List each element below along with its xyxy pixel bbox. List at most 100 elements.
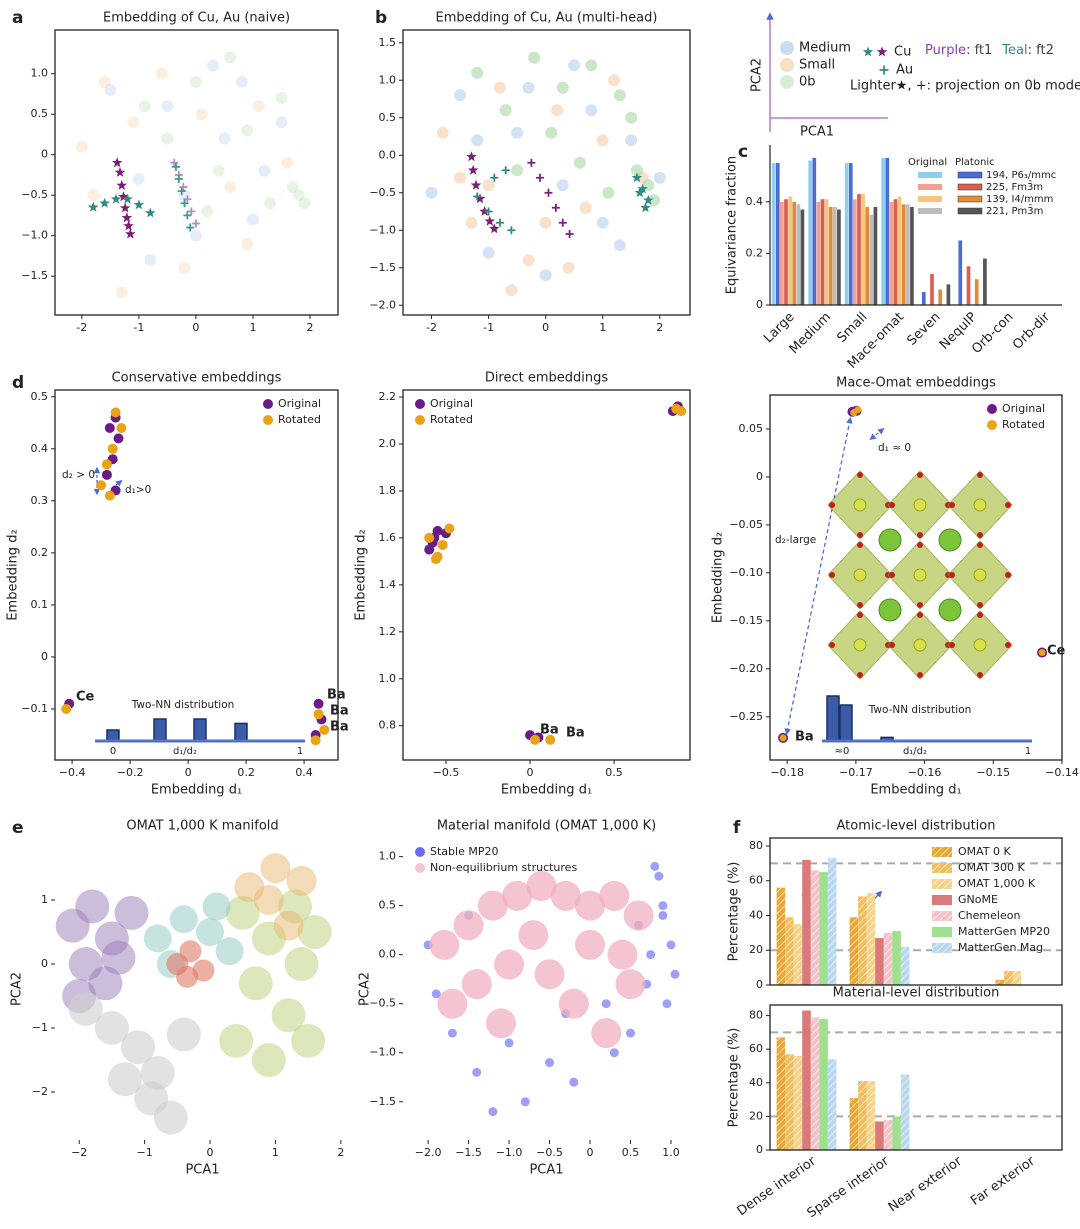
circle-marker (241, 124, 254, 137)
x-tick-label: −0.18 (770, 766, 804, 779)
circle-marker (153, 1100, 188, 1135)
y-tick-label: 1.0 (379, 73, 397, 86)
atom-o (1005, 642, 1011, 648)
legend-swatch (918, 208, 942, 214)
x-tick-label: Orb-dir (1010, 309, 1053, 352)
y-tick-label: 60 (749, 1042, 763, 1055)
x-tick-label: Far exterior (968, 1153, 1038, 1208)
circle-marker (189, 75, 202, 88)
circle-marker (1038, 649, 1046, 657)
circle-marker (482, 179, 495, 192)
circle-marker (319, 724, 330, 735)
circle-marker (522, 254, 535, 267)
circle-marker (545, 1058, 555, 1068)
circle-marker (585, 104, 598, 117)
atom-o (857, 602, 863, 608)
circle-marker (666, 940, 676, 950)
circle-marker (444, 523, 455, 534)
x-tick-label: −1.5 (455, 1146, 482, 1159)
circle-marker (780, 58, 794, 72)
y-tick-label: 1.2 (379, 625, 397, 638)
legend-label: Original (430, 397, 473, 410)
circle-marker (670, 969, 680, 979)
chart-title: Mace-Omat embeddings (836, 376, 996, 391)
legend-label: 225, Fm3̄m (986, 180, 1043, 193)
plus-marker (484, 207, 493, 216)
bar-hatch (1012, 971, 1022, 985)
plot-frame (54, 389, 339, 761)
circle-marker (607, 939, 638, 970)
annotation: Ce (1047, 644, 1066, 659)
x-tick-label: −2.0 (415, 1146, 442, 1159)
circle-marker (258, 164, 271, 177)
y-tick-label: 1.0 (379, 850, 397, 863)
annotation: Ba (327, 688, 346, 703)
legend-swatch (932, 927, 952, 937)
atom-b (853, 638, 867, 652)
plot-frame (769, 394, 1063, 761)
legend-swatch (415, 863, 425, 873)
bar (869, 214, 874, 305)
x-tick-label: -2 (426, 321, 437, 334)
star-marker (466, 151, 477, 162)
legend-label: Original (1002, 402, 1045, 415)
star-marker (88, 201, 99, 212)
circle-marker (646, 950, 656, 960)
plot-frame (402, 29, 691, 316)
atom-o (977, 602, 983, 608)
star-marker (133, 199, 145, 210)
bar-hatch (900, 1074, 910, 1150)
atom-o (917, 532, 923, 538)
circle-marker (161, 100, 174, 113)
circle-marker (101, 459, 112, 470)
y-tick-label: 40 (749, 908, 763, 921)
circle-marker (482, 246, 495, 259)
circle-marker (310, 735, 321, 746)
crystal-structure (827, 470, 1013, 680)
atom-o (889, 642, 895, 648)
circle-marker (429, 929, 460, 960)
circle-marker (215, 937, 244, 966)
plot-frame (402, 389, 691, 761)
x-tick-label: 0 (207, 1146, 214, 1159)
circle-marker (623, 900, 654, 931)
circle-marker (271, 998, 306, 1033)
chart-title: OMAT 1,000 K manifold (126, 819, 278, 834)
bar (930, 274, 934, 305)
star-marker (119, 202, 131, 213)
bar (889, 201, 894, 305)
circle-marker (520, 1097, 530, 1107)
bar (910, 206, 914, 305)
bar-hatch (793, 924, 803, 985)
y-tick-label: 1.4 (379, 578, 397, 591)
legend-label: 0b (799, 75, 816, 90)
atom-b (913, 498, 927, 512)
plus-marker (183, 211, 192, 220)
circle-marker (625, 1028, 635, 1038)
star-marker (118, 191, 129, 202)
annotation: d₁ ≈ 0 (878, 442, 911, 454)
circle-marker (630, 164, 643, 177)
plus-marker (535, 173, 544, 182)
x-tick-label: −2 (71, 1146, 87, 1159)
y-tick-label: −2.0 (369, 298, 396, 311)
atom-o (889, 572, 895, 578)
panel-letter: d (12, 373, 24, 393)
legend-label: Rotated (278, 413, 321, 426)
circle-marker (602, 186, 615, 199)
legend-label: Medium (799, 41, 851, 56)
x-tick-label: -1 (483, 321, 494, 334)
pca-y-label: PCA2 (750, 58, 765, 92)
y-tick-label: 0.5 (379, 111, 397, 124)
legend-label: 139, I4/mmm (986, 194, 1053, 205)
y-tick-label: 0 (41, 650, 48, 663)
x-tick-label: −0.16 (908, 766, 942, 779)
atom-o (829, 572, 835, 578)
bar (837, 209, 841, 305)
atom-b (973, 498, 987, 512)
axis-lines (769, 145, 1062, 306)
star-marker (114, 167, 126, 177)
circle-marker (179, 940, 202, 963)
circle-marker (854, 406, 862, 414)
bar (824, 199, 829, 305)
